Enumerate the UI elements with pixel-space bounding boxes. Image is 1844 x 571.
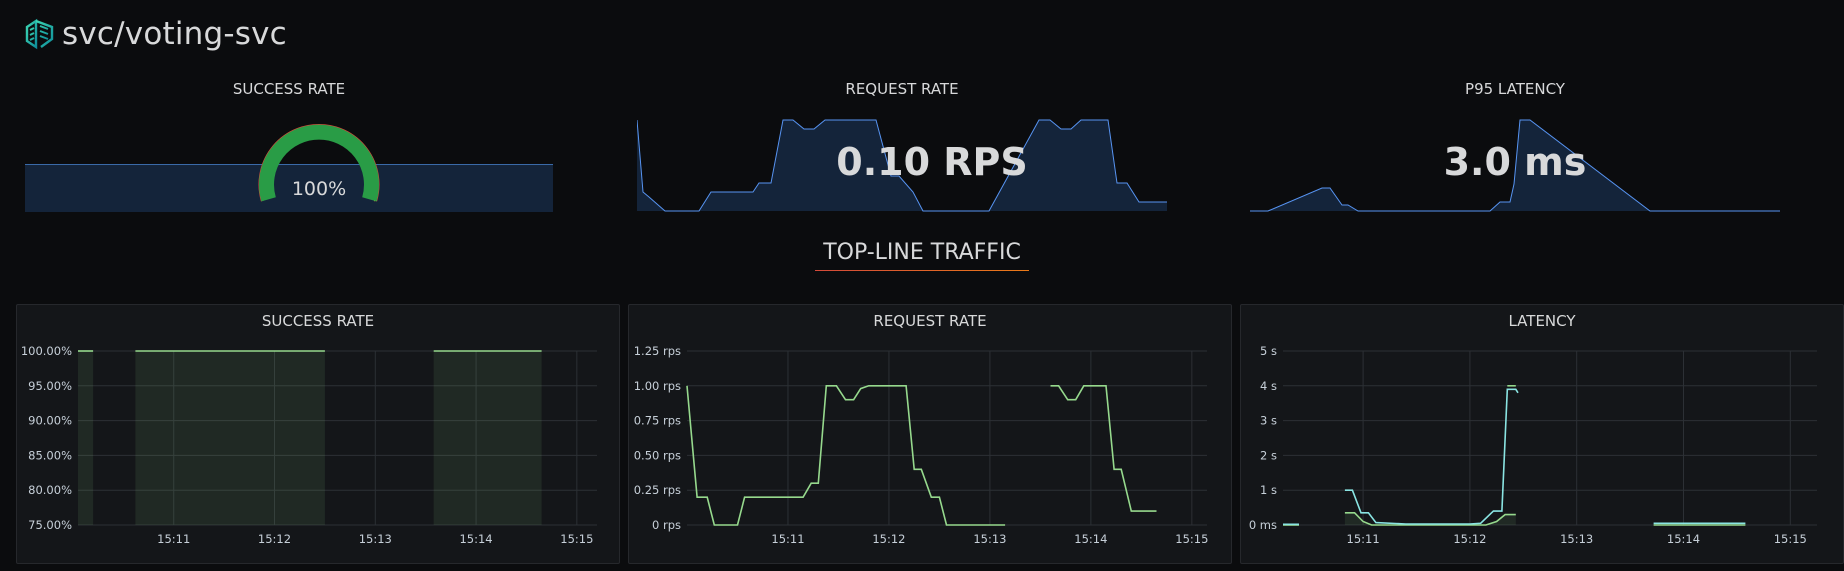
y-tick-label: 1.00 rps bbox=[634, 379, 681, 393]
grid bbox=[1283, 350, 1817, 526]
series-area bbox=[135, 351, 325, 525]
y-tick-label: 0.25 rps bbox=[634, 483, 681, 497]
latency-chart: 0 ms 1 s 2 s 3 s 4 s 5 s 15:11 15:12 15:13 15:14 1… bbox=[1249, 344, 1817, 546]
linkerd-logo-icon bbox=[25, 18, 54, 50]
y-tick-label: 0.50 rps bbox=[634, 448, 681, 462]
x-tick-label: 15:13 bbox=[1560, 532, 1593, 546]
panel-title[interactable]: LATENCY bbox=[1508, 312, 1576, 330]
sparkline-area bbox=[637, 120, 1167, 211]
x-tick-label: 15:13 bbox=[359, 532, 392, 546]
latency-sparkline bbox=[1250, 119, 1780, 212]
series-line bbox=[686, 385, 1006, 526]
stat-title: SUCCESS RATE bbox=[232, 80, 346, 98]
stat-title: P95 LATENCY bbox=[1465, 80, 1565, 98]
x-tick-label: 15:12 bbox=[258, 532, 291, 546]
y-tick-label: 0 ms bbox=[1249, 518, 1277, 532]
stat-success-rate: SUCCESS RATE 100% bbox=[24, 80, 554, 216]
series-line bbox=[1050, 385, 1157, 512]
y-tick-label: 90.00% bbox=[28, 414, 72, 428]
request-sparkline bbox=[637, 119, 1167, 212]
x-tick-label: 15:11 bbox=[1347, 532, 1380, 546]
y-tick-label: 2 s bbox=[1260, 448, 1277, 462]
grid bbox=[687, 350, 1207, 526]
x-tick-label: 15:14 bbox=[459, 532, 492, 546]
panel-request-rate[interactable]: REQUEST RATE 0 rps 0.25 rps 0.50 rps 0.75 r… bbox=[628, 304, 1232, 564]
panel-title[interactable]: SUCCESS RATE bbox=[261, 312, 375, 330]
x-tick-label: 15:13 bbox=[973, 532, 1006, 546]
stat-value: 0.10 RPS bbox=[836, 140, 1028, 184]
series-area bbox=[433, 351, 542, 525]
x-tick-label: 15:12 bbox=[1453, 532, 1486, 546]
y-tick-label: 85.00% bbox=[28, 448, 72, 462]
y-tick-label: 1 s bbox=[1260, 483, 1277, 497]
request-rate-chart: 0 rps 0.25 rps 0.50 rps 0.75 rps 1.00 rps 1.2… bbox=[634, 344, 1209, 546]
panel-title[interactable]: REQUEST RATE bbox=[873, 312, 987, 330]
y-tick-label: 5 s bbox=[1260, 344, 1277, 358]
stat-value: 3.0 ms bbox=[1443, 140, 1587, 184]
y-tick-label: 75.00% bbox=[28, 518, 72, 532]
sparkline-area bbox=[1250, 120, 1780, 211]
success-rate-chart: 75.00% 80.00% 85.00% 90.00% 95.00% 100.00% 15:… bbox=[21, 344, 597, 546]
x-tick-label: 15:15 bbox=[560, 532, 593, 546]
y-tick-label: 100.00% bbox=[21, 344, 72, 358]
x-tick-label: 15:14 bbox=[1667, 532, 1700, 546]
dashboard-header: svc/voting-svc bbox=[24, 14, 287, 54]
x-tick-label: 15:15 bbox=[1774, 532, 1807, 546]
y-tick-label: 95.00% bbox=[28, 379, 72, 393]
series-area bbox=[78, 351, 94, 525]
success-gauge bbox=[258, 124, 380, 202]
gauge-value-arc bbox=[259, 124, 379, 202]
stat-p95-latency: P95 LATENCY 3.0 ms bbox=[1250, 80, 1780, 216]
panel-latency[interactable]: LATENCY 0 ms 1 s 2 s 3 s 4 s 5 s 15:11 15:12 15:… bbox=[1240, 304, 1844, 564]
dashboard-title[interactable]: svc/voting-svc bbox=[62, 16, 287, 52]
series-line bbox=[1344, 388, 1519, 525]
x-tick-label: 15:11 bbox=[771, 532, 804, 546]
series-area bbox=[1344, 512, 1516, 525]
gauge-value: 100% bbox=[291, 178, 347, 200]
panel-success-rate[interactable]: SUCCESS RATE 75.00% 80.00% 85.00% 90.00% 95.… bbox=[16, 304, 620, 564]
row-title[interactable]: TOP-LINE TRAFFIC bbox=[0, 240, 1844, 271]
y-tick-label: 1.25 rps bbox=[634, 344, 681, 358]
y-tick-label: 80.00% bbox=[28, 483, 72, 497]
stat-title: REQUEST RATE bbox=[845, 80, 959, 98]
y-tick-label: 0 rps bbox=[652, 518, 681, 532]
series-line bbox=[1344, 512, 1516, 526]
x-tick-label: 15:11 bbox=[157, 532, 190, 546]
stat-request-rate: REQUEST RATE 0.10 RPS bbox=[637, 80, 1167, 216]
x-tick-label: 15:12 bbox=[872, 532, 905, 546]
x-tick-label: 15:14 bbox=[1074, 532, 1107, 546]
sparkline-line bbox=[1250, 119, 1780, 212]
y-tick-label: 0.75 rps bbox=[634, 414, 681, 428]
y-tick-label: 3 s bbox=[1260, 414, 1277, 428]
sparkline-line bbox=[637, 119, 1167, 212]
row-title-text: TOP-LINE TRAFFIC bbox=[815, 240, 1029, 271]
x-tick-label: 15:15 bbox=[1175, 532, 1208, 546]
stat-background bbox=[25, 164, 553, 212]
y-tick-label: 4 s bbox=[1260, 379, 1277, 393]
